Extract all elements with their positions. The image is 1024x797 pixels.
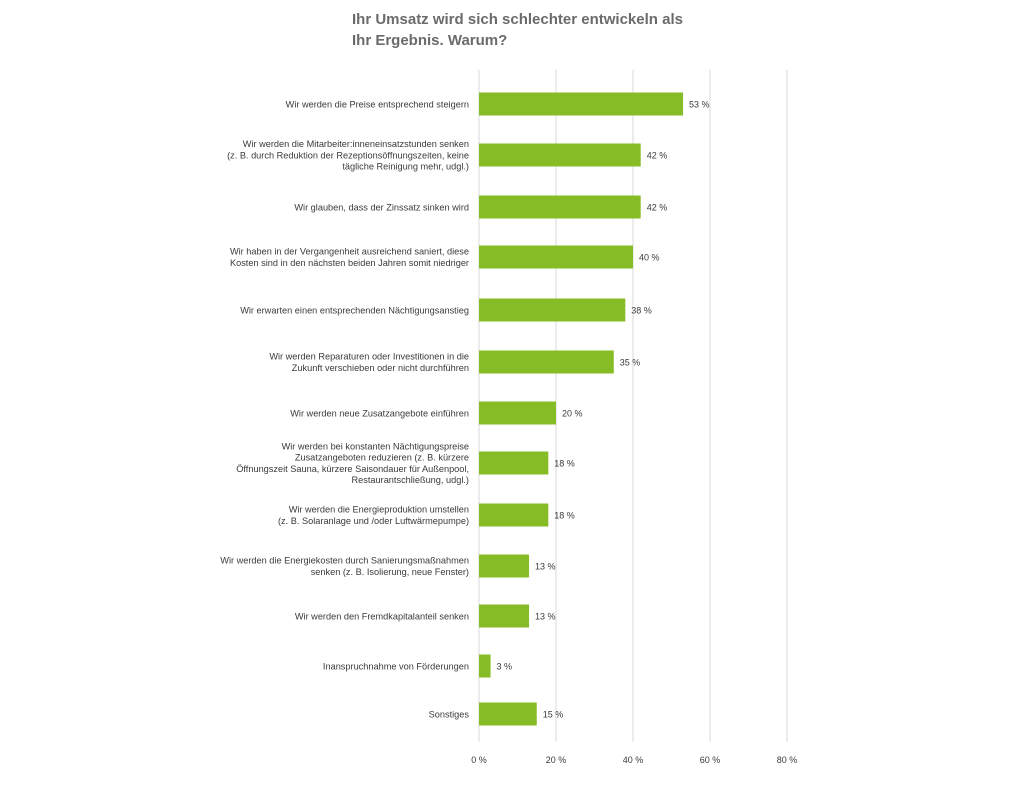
category-label: Wir werden die Energiekosten durch Sanie… — [220, 556, 469, 577]
category-label-line: Wir werden Reparaturen oder Investitione… — [269, 352, 469, 362]
category-label-line: (z. B. durch Reduktion der Rezeptionsöff… — [227, 150, 469, 160]
category-label: Wir werden Reparaturen oder Investitione… — [269, 352, 469, 373]
category-label-line: senken (z. B. Isolierung, neue Fenster) — [311, 567, 469, 577]
bar — [479, 245, 633, 269]
category-label-line: Wir glauben, dass der Zinssatz sinken wi… — [294, 202, 469, 212]
x-tick-label: 60 % — [700, 755, 721, 765]
category-label-line: Restaurantschließung, udgl.) — [352, 475, 469, 485]
data-label: 20 % — [562, 409, 583, 419]
category-label-line: tägliche Reinigung mehr, udgl.) — [342, 162, 469, 172]
x-tick-label: 20 % — [546, 755, 567, 765]
category-label: Wir glauben, dass der Zinssatz sinken wi… — [294, 202, 469, 212]
chart-title-line-1: Ihr Umsatz wird sich schlechter entwicke… — [352, 11, 683, 28]
category-label: Wir erwarten einen entsprechenden Nächti… — [240, 305, 469, 315]
category-label: Inanspruchnahme von Förderungen — [323, 661, 469, 671]
bar — [479, 451, 549, 475]
category-label-line: Zusatzangeboten reduzieren (z. B. kürzer… — [295, 453, 469, 463]
data-label: 42 % — [647, 151, 668, 161]
bar — [479, 503, 549, 527]
category-label-line: Inanspruchnahme von Förderungen — [323, 661, 469, 671]
data-label: 13 % — [535, 562, 556, 572]
category-label-line: Wir werden neue Zusatzangebote einführen — [290, 408, 469, 418]
data-label: 15 % — [543, 710, 564, 720]
category-label-line: Wir werden die Energiekosten durch Sanie… — [220, 556, 469, 566]
category-label-line: Kosten sind in den nächsten beiden Jahre… — [230, 258, 469, 268]
category-label-line: Wir werden die Mitarbeiter:inneneinsatzs… — [243, 139, 469, 149]
bar — [479, 604, 530, 628]
category-label-line: Wir werden bei konstanten Nächtigungspre… — [282, 442, 469, 452]
category-label-line: Sonstiges — [429, 709, 470, 719]
data-label: 40 % — [639, 253, 660, 263]
data-label: 38 % — [631, 306, 652, 316]
category-label: Wir haben in der Vergangenheit ausreiche… — [230, 247, 469, 268]
data-label: 3 % — [497, 662, 513, 672]
data-label: 35 % — [620, 358, 641, 368]
bar — [479, 195, 641, 219]
category-label-line: (z. B. Solaranlage und /oder Luftwärmepu… — [278, 516, 469, 526]
bars — [479, 92, 684, 726]
category-label-line: Wir haben in der Vergangenheit ausreiche… — [230, 247, 469, 257]
category-label-line: Wir erwarten einen entsprechenden Nächti… — [240, 305, 469, 315]
category-label: Wir werden neue Zusatzangebote einführen — [290, 408, 469, 418]
bar — [479, 350, 614, 374]
data-label: 42 % — [647, 203, 668, 213]
x-axis-ticks: 0 % 20 % 40 % 60 % 80 % — [471, 755, 797, 765]
x-tick-label: 80 % — [777, 755, 798, 765]
category-label: Wir werden den Fremdkapitalanteil senken — [295, 611, 469, 621]
data-label: 18 % — [554, 459, 575, 469]
bar — [479, 298, 626, 322]
x-tick-label: 40 % — [623, 755, 644, 765]
category-label: Sonstiges — [429, 709, 470, 719]
category-labels: Wir werden die Preise entsprechend steig… — [220, 99, 469, 719]
bar — [479, 554, 530, 578]
category-label-line: Zukunft verschieben oder nicht durchführ… — [292, 363, 469, 373]
chart-title-line-2: Ihr Ergebnis. Warum? — [352, 32, 508, 49]
category-label: Wir werden bei konstanten Nächtigungspre… — [236, 442, 469, 486]
category-label-line: Wir werden den Fremdkapitalanteil senken — [295, 611, 469, 621]
value-labels: 53 % 42 % 42 % 40 % 38 % 35 % 20 % 18 % 18 % 13 %… — [497, 100, 710, 720]
category-label: Wir werden die Energieproduktion umstell… — [278, 505, 469, 526]
category-label-line: Wir werden die Energieproduktion umstell… — [289, 505, 469, 515]
chart-title: Ihr Umsatz wird sich schlechter entwicke… — [352, 9, 772, 51]
data-label: 13 % — [535, 612, 556, 622]
category-label: Wir werden die Mitarbeiter:inneneinsatzs… — [227, 139, 469, 171]
category-label-line: Öffnungszeit Sauna, kürzere Saisondauer … — [236, 464, 469, 474]
data-label: 53 % — [689, 100, 710, 110]
x-tick-label: 0 % — [471, 755, 487, 765]
bar — [479, 143, 641, 167]
bar — [479, 92, 684, 116]
bar — [479, 654, 491, 678]
category-label: Wir werden die Preise entsprechend steig… — [286, 99, 469, 109]
bar — [479, 702, 537, 726]
category-label-line: Wir werden die Preise entsprechend steig… — [286, 99, 469, 109]
bar — [479, 401, 556, 425]
data-label: 18 % — [554, 511, 575, 521]
